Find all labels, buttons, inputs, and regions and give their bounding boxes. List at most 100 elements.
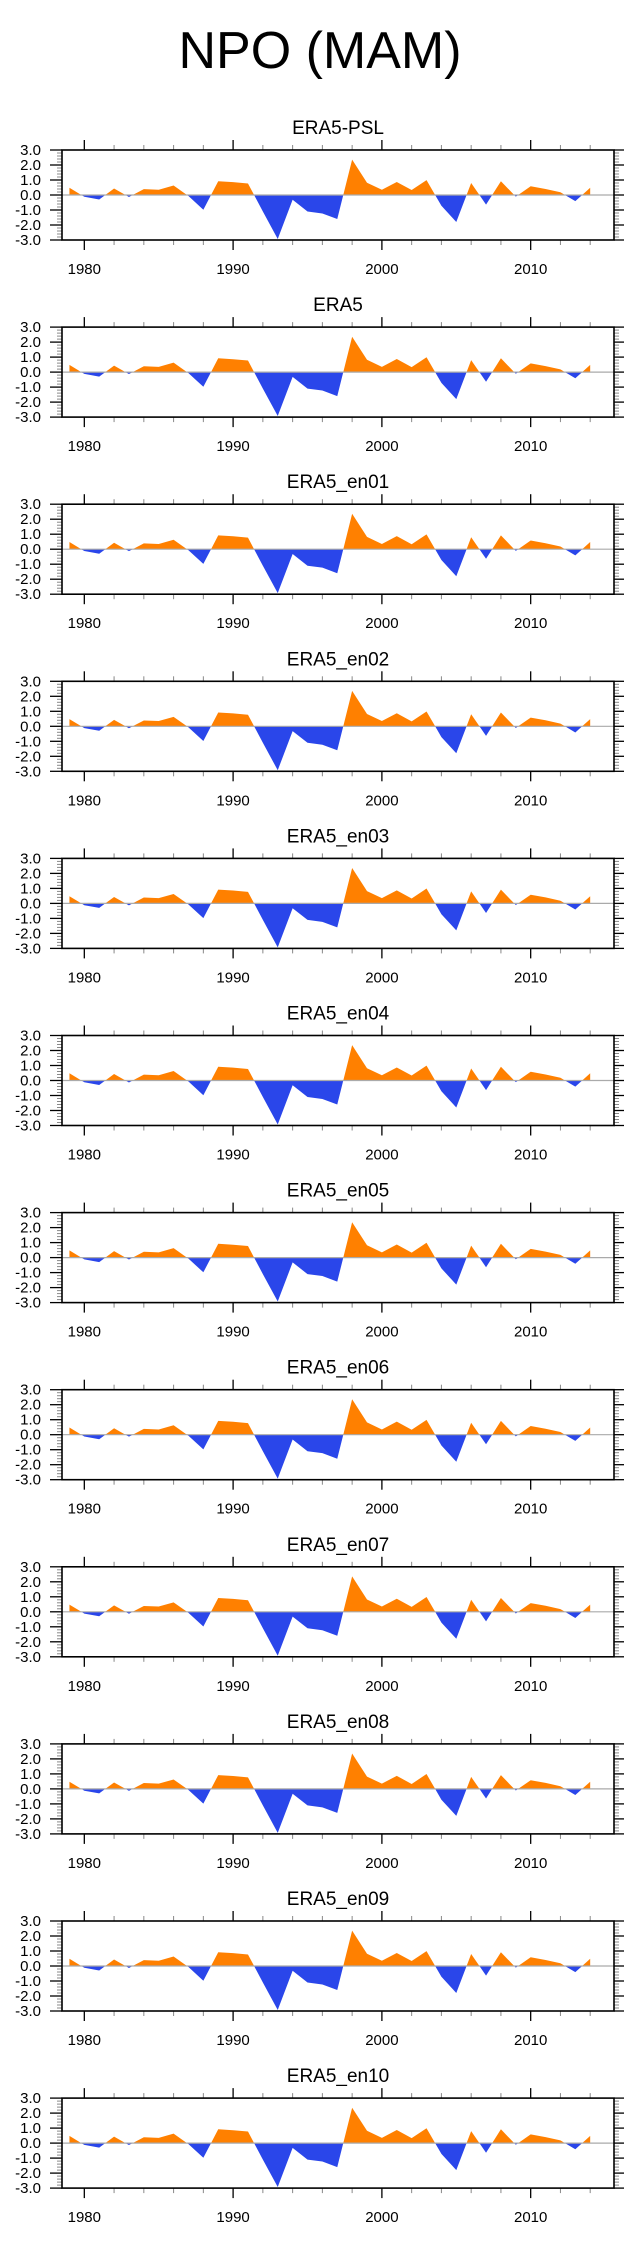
y-tick-label: 1.0	[20, 2120, 41, 2137]
y-tick-label: 2.0	[20, 865, 41, 882]
panel-title: ERA5_en08	[287, 1712, 389, 1733]
plot-frame	[61, 857, 615, 950]
x-tick-label: 1990	[216, 1501, 249, 1518]
negative-fill	[69, 726, 591, 771]
positive-fill	[69, 868, 591, 904]
x-tick-label: 2000	[365, 969, 398, 986]
chart-panel: ERA5_en10 1980 1990 2000 2010 3.02.01.00.0-1.…	[15, 2066, 624, 2226]
x-tick-label: 1990	[216, 615, 249, 632]
y-tick-label: -3.0	[15, 1826, 41, 1843]
chart-panel: ERA5_en02 1980 1990 2000 2010 3.02.01.00.0-1.…	[15, 649, 624, 809]
y-tick-label: -3.0	[15, 763, 41, 780]
x-tick-label: 2010	[514, 615, 547, 632]
x-tick-label: 2000	[365, 261, 398, 278]
y-tick-label: -2.0	[15, 748, 41, 765]
x-tick-label: 1990	[216, 1324, 249, 1341]
y-tick-label: -2.0	[15, 217, 41, 234]
y-tick-label: -2.0	[15, 925, 41, 942]
chart-panel: ERA5_en03 1980 1990 2000 2010 3.02.01.00.0-1.…	[15, 826, 624, 986]
y-tick-label: 1.0	[20, 1766, 41, 1783]
y-tick-label: 3.0	[20, 673, 41, 690]
y-tick-label: -3.0	[15, 409, 41, 426]
plot-frame	[61, 1920, 615, 2012]
negative-fill	[69, 1966, 591, 2010]
negative-fill	[69, 372, 591, 417]
y-tick-label: 1.0	[20, 703, 41, 720]
y-tick-label: 1.0	[20, 349, 41, 366]
plot-frame	[61, 149, 615, 241]
x-tick-label: 1980	[68, 615, 101, 632]
y-tick-label: 2.0	[20, 1574, 41, 1591]
y-tick-label: 3.0	[20, 1913, 41, 1930]
negative-fill	[69, 2143, 591, 2188]
y-tick-label: -2.0	[15, 1988, 41, 2005]
chart-panel: ERA5_en04 1980 1990 2000 2010 3.02.01.00.0-1.…	[15, 1004, 624, 1164]
y-tick-label: 2.0	[20, 1043, 41, 1060]
x-tick-label: 1980	[68, 969, 101, 986]
y-tick-label: -3.0	[15, 1649, 41, 1666]
x-tick-label: 1980	[68, 1855, 101, 1872]
y-tick-label: -3.0	[15, 1472, 41, 1489]
y-tick-label: -3.0	[15, 232, 41, 249]
chart-panel: ERA5-PSL 1980 1990 2000 2010 3.02.01.00.0-1.0…	[15, 118, 624, 278]
x-tick-label: 2000	[365, 1855, 398, 1872]
x-tick-label: 1980	[68, 1501, 101, 1518]
negative-fill	[69, 903, 591, 948]
plot-frame	[61, 1034, 615, 1127]
x-tick-label: 1990	[216, 1147, 249, 1164]
plot-frame	[61, 2097, 615, 2189]
y-tick-label: -3.0	[15, 1295, 41, 1312]
panel-title: ERA5_en09	[287, 1889, 389, 1910]
x-tick-label: 2010	[514, 2032, 547, 2049]
y-tick-label: -1.0	[15, 1442, 41, 1459]
y-tick-label: 0.0	[20, 1427, 41, 1444]
chart-panel: ERA5_en09 1980 1990 2000 2010 3.02.01.00.0-1.…	[15, 1889, 624, 2049]
y-tick-label: -3.0	[15, 940, 41, 957]
positive-fill	[69, 1045, 591, 1081]
x-tick-label: 2000	[365, 615, 398, 632]
x-tick-label: 2010	[514, 261, 547, 278]
y-tick-label: 0.0	[20, 718, 41, 735]
x-tick-label: 2000	[365, 1147, 398, 1164]
x-tick-label: 2010	[514, 438, 547, 455]
x-tick-label: 2010	[514, 1147, 547, 1164]
x-tick-label: 1980	[68, 1678, 101, 1695]
figure-title: NPO (MAM)	[178, 22, 461, 80]
panel-title: ERA5	[313, 295, 363, 316]
y-tick-label: 1.0	[20, 880, 41, 897]
positive-fill	[69, 1222, 591, 1258]
y-tick-label: 0.0	[20, 1250, 41, 1267]
panel-title: ERA5_en02	[287, 649, 389, 670]
plot-frame	[61, 1388, 615, 1481]
positive-fill	[69, 513, 591, 550]
negative-fill	[69, 549, 591, 594]
x-tick-label: 1980	[68, 1324, 101, 1341]
panel-title: ERA5_en05	[287, 1181, 389, 1202]
x-tick-label: 2010	[514, 1324, 547, 1341]
y-tick-label: 2.0	[20, 1220, 41, 1237]
negative-fill	[69, 1434, 591, 1479]
y-tick-label: 0.0	[20, 1958, 41, 1975]
y-tick-label: -1.0	[15, 1265, 41, 1282]
y-tick-label: 2.0	[20, 1751, 41, 1768]
y-tick-label: 0.0	[20, 187, 41, 204]
x-tick-label: 2010	[514, 2209, 547, 2226]
x-tick-label: 1990	[216, 261, 249, 278]
x-tick-label: 1980	[68, 2209, 101, 2226]
y-tick-label: -2.0	[15, 1280, 41, 1297]
x-tick-label: 2000	[365, 2209, 398, 2226]
negative-fill	[69, 1611, 591, 1656]
panel-title: ERA5_en07	[287, 1535, 389, 1556]
y-tick-label: -2.0	[15, 394, 41, 411]
plot-frame	[61, 1743, 615, 1835]
plot-frame	[61, 1211, 615, 1304]
x-tick-label: 1980	[68, 261, 101, 278]
x-tick-label: 1990	[216, 1855, 249, 1872]
x-tick-label: 2000	[365, 792, 398, 809]
positive-fill	[69, 159, 591, 195]
y-tick-label: 1.0	[20, 1412, 41, 1429]
x-tick-label: 1980	[68, 2032, 101, 2049]
negative-fill	[69, 195, 591, 239]
y-tick-label: 3.0	[20, 319, 41, 336]
y-tick-label: -2.0	[15, 2165, 41, 2182]
